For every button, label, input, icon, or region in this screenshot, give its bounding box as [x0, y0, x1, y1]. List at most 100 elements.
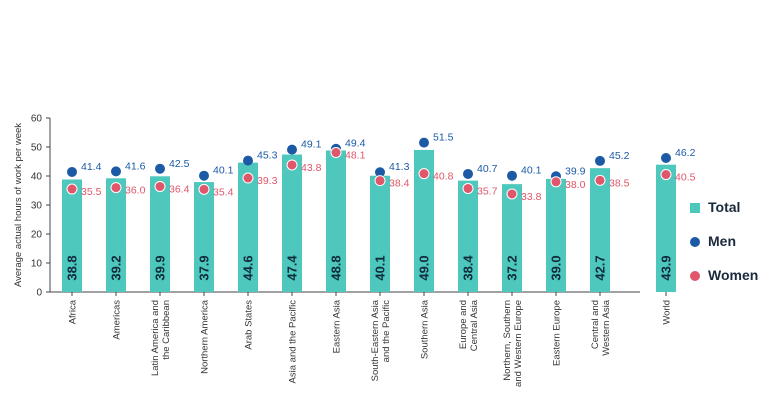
- women-dot: [550, 176, 562, 188]
- bar-value-label: 48.8: [329, 255, 344, 280]
- men-value-label: 45.3: [257, 150, 278, 162]
- bar-total: [326, 150, 346, 292]
- bar-value-label: 47.4: [285, 255, 300, 281]
- y-tick-label: 50: [31, 143, 43, 154]
- x-category-label: Northern, Southern: [502, 300, 513, 381]
- y-tick-label: 40: [31, 172, 43, 183]
- bar-total: [656, 164, 676, 292]
- women-value-label: 35.4: [213, 186, 234, 198]
- women-dot: [66, 183, 78, 195]
- men-value-label: 46.2: [675, 147, 696, 159]
- men-dot: [67, 166, 77, 177]
- x-category-label: Arab States: [244, 300, 255, 350]
- x-category-label: Latin America and: [150, 300, 161, 376]
- x-category-label: Asia and the Pacific: [288, 300, 299, 384]
- women-dot: [374, 175, 386, 187]
- men-dot: [595, 155, 605, 166]
- men-dot: [375, 167, 385, 178]
- men-value-label: 40.7: [477, 163, 498, 175]
- men-value-label: 45.2: [609, 150, 630, 162]
- men-value-label: 41.3: [389, 161, 410, 173]
- women-value-label: 38.0: [565, 179, 586, 191]
- women-dot: [286, 159, 298, 171]
- y-tick-label: 20: [31, 230, 43, 241]
- bar-value-label: 37.2: [505, 255, 520, 280]
- women-dot: [506, 188, 518, 200]
- bar-total: [370, 175, 390, 292]
- legend-swatch-total: [690, 203, 700, 213]
- women-dot: [198, 183, 210, 195]
- men-value-label: 41.4: [81, 161, 102, 173]
- x-category-label: Southern Asia: [420, 299, 431, 359]
- bar-value-label: 42.7: [593, 255, 608, 280]
- women-dot: [154, 180, 166, 192]
- x-category-label: Americas: [112, 300, 123, 340]
- women-value-label: 36.0: [125, 185, 146, 197]
- bar-total: [502, 184, 522, 292]
- women-dot: [594, 174, 606, 186]
- men-value-label: 41.6: [125, 160, 146, 172]
- bar-total: [546, 178, 566, 292]
- legend-label-women: Women: [708, 267, 759, 283]
- y-tick-label: 0: [36, 288, 42, 299]
- women-value-label: 39.3: [257, 175, 278, 187]
- y-axis-title: Average actual hours of work per week: [13, 123, 24, 287]
- bar-value-label: 37.9: [197, 255, 212, 280]
- women-value-label: 35.5: [81, 186, 102, 198]
- men-dot: [111, 166, 121, 177]
- y-tick-label: 10: [31, 259, 43, 270]
- women-value-label: 33.8: [521, 191, 542, 203]
- x-category-label: Central Asia: [469, 299, 480, 351]
- bar-total: [238, 162, 258, 292]
- bar-value-label: 38.4: [461, 255, 476, 281]
- bar-total: [150, 176, 170, 292]
- men-value-label: 40.1: [213, 165, 234, 177]
- x-category-label: Eastern Europe: [552, 300, 563, 366]
- men-dot: [199, 170, 209, 181]
- legend-swatch-women: [690, 271, 700, 281]
- men-value-label: 51.5: [433, 132, 454, 144]
- men-dot: [155, 163, 165, 174]
- men-dot: [463, 168, 473, 179]
- y-tick-label: 30: [31, 201, 43, 212]
- women-value-label: 40.8: [433, 171, 454, 183]
- bar-total: [458, 180, 478, 292]
- bar-total: [62, 179, 82, 292]
- x-category-label: World: [662, 300, 673, 325]
- men-value-label: 42.5: [169, 158, 190, 170]
- men-value-label: 49.1: [301, 139, 322, 151]
- x-category-label: Europe and: [458, 300, 469, 349]
- bar-value-label: 44.6: [241, 255, 256, 280]
- men-dot: [287, 144, 297, 155]
- x-category-label: and Western Europe: [513, 300, 524, 387]
- x-category-label: the Caribbean: [161, 300, 172, 360]
- women-value-label: 43.8: [301, 162, 322, 174]
- women-value-label: 38.5: [609, 177, 630, 189]
- men-value-label: 40.1: [521, 165, 542, 177]
- bar-total: [414, 149, 434, 292]
- women-dot: [462, 182, 474, 194]
- women-value-label: 48.1: [345, 150, 366, 162]
- legend-label-total: Total: [708, 199, 741, 215]
- men-value-label: 39.9: [565, 165, 586, 177]
- x-category-label: Africa: [68, 299, 79, 324]
- y-tick-label: 60: [31, 114, 43, 125]
- legend-label-men: Men: [708, 233, 736, 249]
- bar-value-label: 38.8: [65, 255, 80, 280]
- women-value-label: 36.4: [169, 183, 190, 195]
- bar-value-label: 39.9: [153, 255, 168, 280]
- bar-value-label: 43.9: [659, 255, 674, 280]
- men-dot: [419, 137, 429, 148]
- bar-value-label: 39.2: [109, 255, 124, 280]
- x-category-label: Central and: [590, 300, 601, 349]
- women-dot: [330, 147, 342, 159]
- x-category-label: Western Asia: [601, 299, 612, 356]
- bar-total: [282, 154, 302, 292]
- x-category-label: South-Eastern Asia: [370, 299, 381, 381]
- women-dot: [418, 168, 430, 180]
- bar-total: [106, 178, 126, 292]
- legend-swatch-men: [690, 237, 700, 247]
- bar-value-label: 39.0: [549, 255, 564, 280]
- x-category-label: Eastern Asia: [332, 299, 343, 353]
